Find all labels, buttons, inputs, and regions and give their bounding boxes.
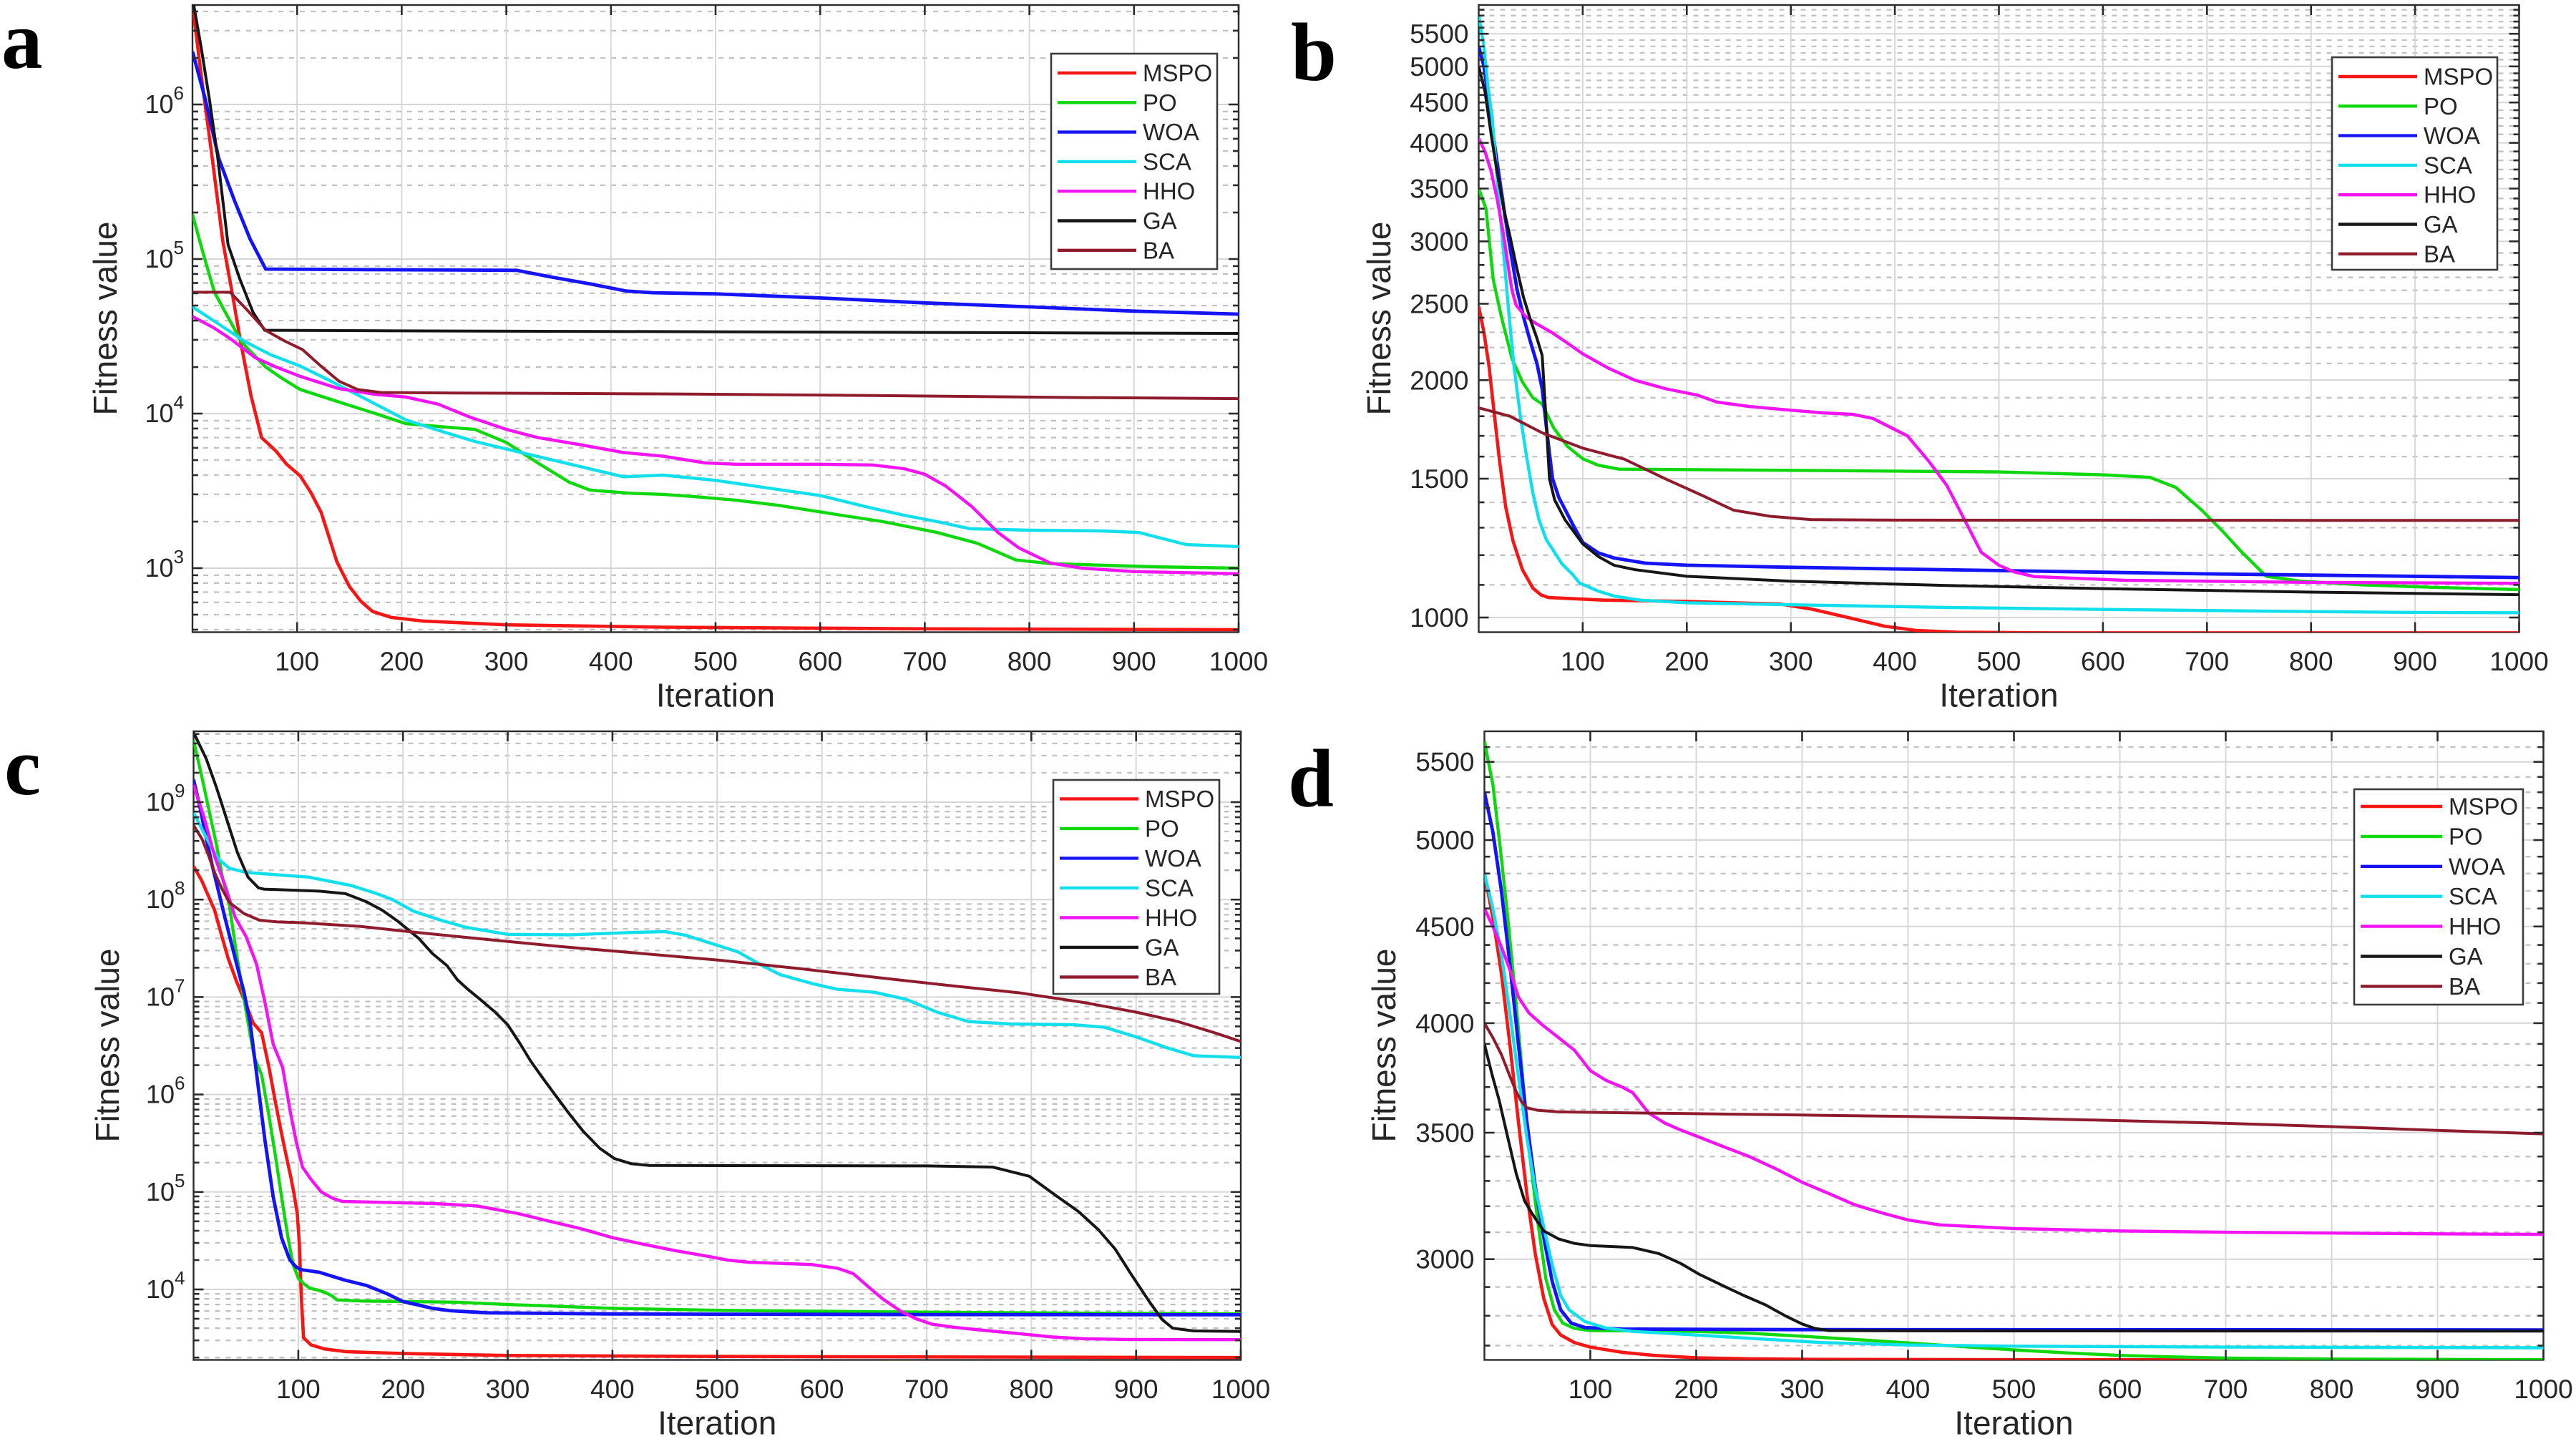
svg-text:Fitness value: Fitness value (1365, 948, 1402, 1142)
svg-text:700: 700 (2204, 1375, 2248, 1404)
svg-text:700: 700 (904, 1375, 949, 1404)
svg-text:200: 200 (1664, 647, 1709, 676)
svg-text:400: 400 (1873, 647, 1917, 676)
svg-text:SCA: SCA (2449, 883, 2497, 909)
svg-text:3500: 3500 (1415, 1118, 1474, 1148)
svg-text:2000: 2000 (1410, 366, 1468, 395)
svg-text:4000: 4000 (1410, 129, 1468, 158)
svg-text:MSPO: MSPO (2424, 64, 2493, 90)
svg-text:800: 800 (1009, 1375, 1053, 1404)
svg-text:WOA: WOA (1145, 845, 1201, 872)
svg-text:Iteration: Iteration (1939, 677, 2058, 714)
svg-text:100: 100 (1561, 647, 1605, 676)
svg-text:BA: BA (2424, 240, 2455, 267)
svg-text:100: 100 (276, 1375, 321, 1404)
svg-text:300: 300 (486, 1375, 530, 1404)
svg-text:Iteration: Iteration (1954, 1405, 2073, 1442)
svg-text:b: b (1291, 7, 1337, 98)
svg-text:400: 400 (589, 647, 633, 676)
svg-text:1500: 1500 (1410, 464, 1468, 494)
svg-text:PO: PO (1145, 815, 1179, 841)
svg-text:500: 500 (1977, 647, 2021, 676)
svg-text:SCA: SCA (2424, 152, 2472, 178)
svg-text:1000: 1000 (1211, 1375, 1270, 1404)
svg-text:3000: 3000 (1415, 1245, 1474, 1274)
svg-text:800: 800 (1008, 647, 1052, 676)
svg-text:4500: 4500 (1415, 912, 1474, 942)
svg-text:1000: 1000 (1410, 603, 1468, 633)
svg-text:BA: BA (1145, 964, 1176, 990)
svg-text:HHO: HHO (1145, 904, 1197, 931)
svg-text:900: 900 (1114, 1375, 1158, 1404)
svg-text:1000: 1000 (2489, 647, 2548, 676)
svg-text:900: 900 (2393, 647, 2437, 676)
svg-text:PO: PO (2424, 93, 2458, 119)
svg-text:BA: BA (2449, 973, 2480, 1000)
svg-text:900: 900 (1112, 647, 1156, 676)
svg-text:HHO: HHO (2449, 913, 2501, 940)
svg-text:WOA: WOA (2424, 122, 2480, 149)
svg-text:300: 300 (1780, 1375, 1825, 1404)
svg-text:3500: 3500 (1410, 175, 1468, 204)
svg-text:200: 200 (380, 647, 424, 676)
svg-text:300: 300 (484, 647, 529, 676)
svg-text:d: d (1288, 733, 1334, 824)
svg-text:WOA: WOA (1143, 119, 1199, 145)
svg-text:Fitness value: Fitness value (87, 221, 124, 415)
svg-text:600: 600 (2098, 1375, 2142, 1404)
svg-text:5000: 5000 (1410, 52, 1468, 82)
svg-text:GA: GA (2449, 943, 2483, 970)
svg-text:5000: 5000 (1415, 826, 1474, 855)
svg-text:200: 200 (381, 1375, 425, 1404)
svg-text:c: c (4, 721, 41, 812)
svg-text:PO: PO (2449, 823, 2483, 849)
svg-text:BA: BA (1143, 237, 1174, 263)
svg-text:400: 400 (590, 1375, 635, 1404)
svg-text:500: 500 (1992, 1375, 2036, 1404)
svg-text:900: 900 (2416, 1375, 2460, 1404)
svg-text:800: 800 (2310, 1375, 2354, 1404)
svg-text:800: 800 (2289, 647, 2333, 676)
svg-text:3000: 3000 (1410, 227, 1468, 256)
svg-text:MSPO: MSPO (2449, 794, 2518, 820)
svg-text:700: 700 (903, 647, 947, 676)
svg-text:Fitness value: Fitness value (89, 948, 126, 1142)
svg-text:2500: 2500 (1410, 290, 1468, 319)
svg-text:100: 100 (275, 647, 319, 676)
svg-text:Fitness value: Fitness value (1360, 221, 1397, 415)
svg-text:1000: 1000 (1209, 647, 1268, 676)
svg-text:600: 600 (798, 647, 842, 676)
svg-text:4500: 4500 (1410, 88, 1468, 117)
svg-text:HHO: HHO (1143, 178, 1195, 205)
svg-text:300: 300 (1769, 647, 1813, 676)
svg-text:a: a (1, 0, 43, 86)
svg-text:600: 600 (2081, 647, 2125, 676)
svg-text:1000: 1000 (2514, 1375, 2572, 1404)
svg-text:700: 700 (2185, 647, 2229, 676)
svg-text:SCA: SCA (1145, 874, 1194, 901)
svg-text:500: 500 (695, 1375, 739, 1404)
svg-text:WOA: WOA (2449, 853, 2505, 879)
svg-text:Iteration: Iteration (656, 677, 775, 714)
svg-text:600: 600 (800, 1375, 844, 1404)
svg-text:HHO: HHO (2424, 182, 2476, 208)
svg-text:100: 100 (1568, 1375, 1613, 1404)
svg-text:Iteration: Iteration (658, 1405, 776, 1442)
svg-text:GA: GA (1145, 934, 1179, 960)
svg-text:SCA: SCA (1143, 148, 1191, 175)
svg-text:5500: 5500 (1410, 19, 1468, 49)
svg-text:MSPO: MSPO (1145, 786, 1214, 812)
svg-text:5500: 5500 (1415, 748, 1474, 777)
svg-text:MSPO: MSPO (1143, 60, 1212, 87)
svg-text:400: 400 (1886, 1375, 1931, 1404)
svg-text:500: 500 (693, 647, 738, 676)
svg-text:PO: PO (1143, 89, 1177, 116)
svg-text:GA: GA (2424, 211, 2458, 238)
svg-text:200: 200 (1674, 1375, 1719, 1404)
svg-text:4000: 4000 (1415, 1009, 1474, 1038)
svg-text:GA: GA (1143, 208, 1177, 234)
